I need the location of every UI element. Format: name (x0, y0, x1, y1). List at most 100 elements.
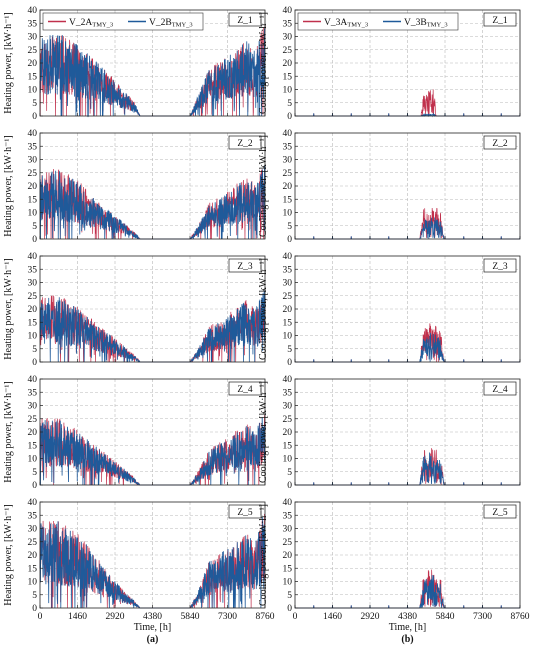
y-tick-label: 25 (283, 169, 293, 179)
y-tick-label: 5 (32, 99, 37, 109)
series-v-2b-line (39, 165, 266, 240)
y-tick-label: 10 (283, 332, 293, 342)
x-axis-label: Time, [h] (389, 622, 426, 633)
legend-entry: V_3BTMY_3 (404, 18, 448, 29)
y-tick-label: 15 (283, 72, 293, 82)
y-tick-label: 20 (28, 428, 38, 438)
x-tick-label: 8760 (256, 612, 275, 622)
subplot-b-z_4: 0 5 10 15 20 25 30 35 40 Cooling power, [kW·h⁻¹] Z… (258, 375, 521, 491)
y-tick-label: 30 (28, 156, 38, 166)
subplot-a-z_1: 0 5 10 15 20 25 30 35 40 Heating power, [kW·h⁻¹] Z… (3, 6, 266, 122)
y-tick-label: 35 (28, 142, 38, 152)
subplot-b-z_5: 0 5 10 15 20 25 30 35 40 0 1460 2920 4380 5840 7300 876… (258, 498, 530, 622)
y-tick-label: 35 (283, 265, 293, 275)
y-tick-label: 20 (283, 305, 293, 315)
y-tick-label: 30 (283, 279, 293, 289)
zone-label-box (228, 381, 262, 396)
x-tick-label: 0 (38, 612, 43, 622)
subplot-b-z_3: 0 5 10 15 20 25 30 35 40 Cooling power, [kW·h⁻¹] Z… (258, 252, 521, 368)
y-tick-label: 10 (283, 209, 293, 219)
legend: V_3ATMY_3 V_3BTMY_3 (297, 12, 459, 31)
y-tick-label: 40 (28, 6, 38, 16)
subplot-b-z_1: 0 5 10 15 20 25 30 35 40 Cooling power, [kW·h⁻¹] Z… (258, 6, 521, 122)
y-tick-label: 25 (28, 415, 38, 425)
zone-label-box (228, 258, 262, 273)
zone-label-box (228, 135, 262, 150)
x-tick-label: 1460 (323, 612, 342, 622)
y-tick-label: 30 (283, 525, 293, 535)
y-tick-label: 25 (283, 46, 293, 56)
x-tick-label: 4380 (143, 612, 162, 622)
zone-label: Z_3 (228, 258, 262, 273)
zone-label-text: Z_5 (237, 508, 253, 518)
y-tick-label: 0 (32, 481, 37, 491)
y-tick-label: 0 (287, 358, 292, 368)
zone-label: Z_5 (483, 504, 517, 519)
legend-box (42, 12, 204, 31)
zone-label: Z_3 (483, 258, 517, 273)
y-tick-label: 25 (28, 46, 38, 56)
y-tick-label: 35 (28, 511, 38, 521)
zone-label-text: Z_1 (492, 16, 508, 26)
x-tick-label: 2920 (361, 612, 380, 622)
y-tick-label: 40 (28, 252, 38, 262)
y-tick-label: 35 (28, 388, 38, 398)
y-axis-label: Cooling power, [kW·h⁻¹] (258, 381, 269, 483)
y-tick-label: 5 (287, 591, 292, 601)
y-tick-label: 35 (28, 19, 38, 29)
y-tick-label: 40 (283, 498, 293, 508)
y-tick-label: 30 (28, 33, 38, 43)
y-tick-label: 15 (283, 441, 293, 451)
zone-label-text: Z_1 (237, 16, 253, 26)
zone-label: Z_2 (228, 135, 262, 150)
zone-label-box (228, 504, 262, 519)
zone-label-text: Z_2 (492, 139, 508, 149)
x-tick-label: 2920 (106, 612, 125, 622)
y-tick-label: 25 (28, 292, 38, 302)
y-axis-label: Heating power, [kW·h⁻¹] (3, 12, 14, 113)
y-tick-label: 10 (28, 332, 38, 342)
subplot-b-z_2: 0 5 10 15 20 25 30 35 40 Cooling power, [kW·h⁻¹] Z… (258, 129, 521, 245)
legend-entry: V_3ATMY_3 (324, 18, 368, 29)
y-tick-label: 5 (32, 591, 37, 601)
y-tick-label: 0 (287, 604, 292, 614)
y-tick-label: 15 (283, 195, 293, 205)
zone-label-text: Z_2 (237, 139, 253, 149)
y-tick-label: 30 (283, 156, 293, 166)
y-tick-label: 40 (28, 129, 38, 139)
subplot-a-z_4: 0 5 10 15 20 25 30 35 40 Heating power, [kW·h⁻¹] Z… (3, 375, 266, 491)
y-tick-label: 30 (28, 525, 38, 535)
y-tick-label: 20 (28, 182, 38, 192)
zone-label: Z_4 (483, 381, 517, 396)
panel-label: (a) (147, 634, 159, 645)
x-axis-label: Time, [h] (134, 622, 171, 633)
y-tick-label: 15 (283, 318, 293, 328)
y-tick-label: 0 (32, 235, 37, 245)
y-tick-label: 35 (283, 511, 293, 521)
y-tick-label: 20 (283, 182, 293, 192)
legend: V_2ATMY_3 V_2BTMY_3 (42, 12, 204, 31)
y-tick-label: 10 (28, 455, 38, 465)
y-tick-label: 0 (287, 481, 292, 491)
y-tick-label: 35 (28, 265, 38, 275)
legend-box (297, 12, 459, 31)
panel-label: (b) (401, 634, 413, 645)
y-tick-label: 30 (28, 402, 38, 412)
y-tick-label: 15 (28, 72, 38, 82)
subplot-a-z_3: 0 5 10 15 20 25 30 35 40 Heating power, [kW·h⁻¹] Z… (3, 252, 266, 368)
x-tick-label: 1460 (68, 612, 87, 622)
y-tick-label: 30 (283, 33, 293, 43)
y-tick-label: 5 (32, 345, 37, 355)
y-axis-label: Cooling power, [kW·h⁻¹] (258, 12, 269, 114)
x-tick-label: 5840 (181, 612, 200, 622)
zone-label-box (483, 381, 517, 396)
y-tick-label: 40 (28, 375, 38, 385)
y-tick-label: 25 (283, 415, 293, 425)
zone-label-text: Z_4 (492, 385, 508, 395)
y-tick-label: 25 (283, 538, 293, 548)
zone-label-text: Z_3 (492, 262, 508, 272)
y-tick-label: 40 (283, 375, 293, 385)
y-tick-label: 10 (283, 578, 293, 588)
y-axis-label: Cooling power, [kW·h⁻¹] (258, 504, 269, 606)
